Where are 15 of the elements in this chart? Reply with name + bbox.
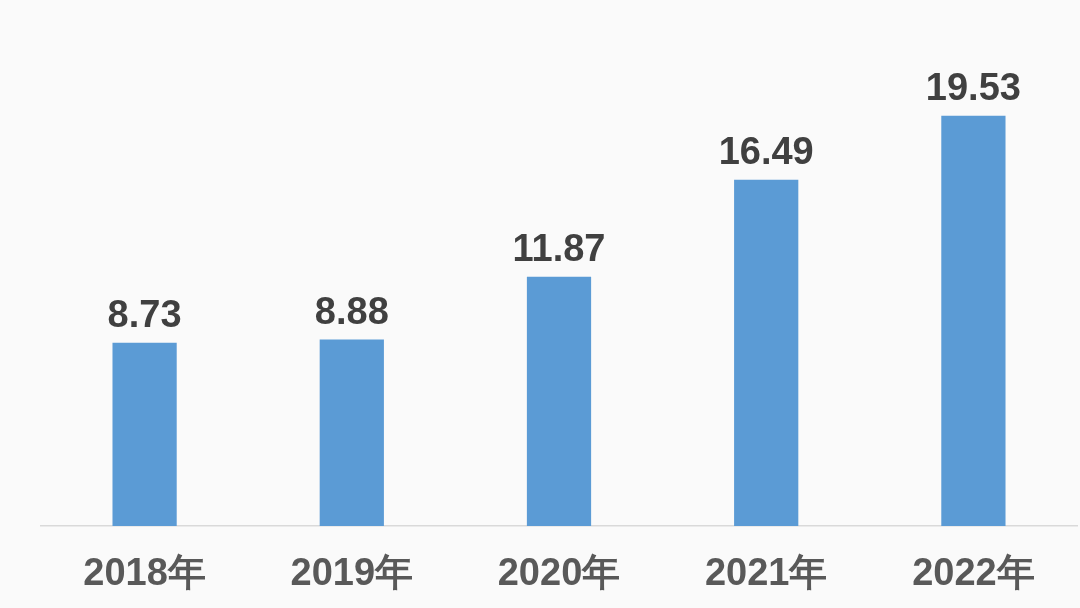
x-tick-label: 2019年 xyxy=(290,551,414,594)
data-label: 16.49 xyxy=(718,129,814,172)
data-label: 11.87 xyxy=(512,226,606,269)
x-tick-label: 2022年 xyxy=(912,551,1035,594)
x-tick-label: 2021年 xyxy=(704,551,828,594)
data-label: 8.73 xyxy=(107,292,182,335)
bar xyxy=(734,179,799,526)
x-tick-label: 2020年 xyxy=(497,551,621,594)
x-tick-label: 2018年 xyxy=(83,551,206,594)
bar xyxy=(941,115,1006,526)
data-label: 8.88 xyxy=(314,289,389,332)
data-label: 19.53 xyxy=(925,65,1021,108)
bar xyxy=(112,342,177,526)
bar xyxy=(319,339,384,526)
bar xyxy=(526,276,592,526)
